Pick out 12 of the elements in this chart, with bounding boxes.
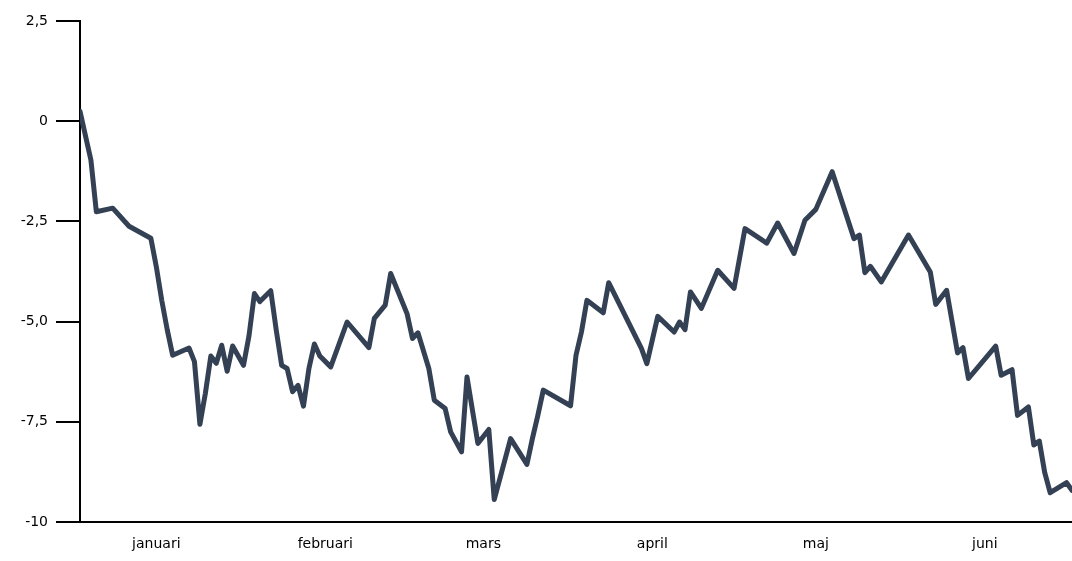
x-tick-label: april — [636, 535, 668, 552]
y-tick-label: -5,0 — [20, 312, 48, 329]
x-tick-label: mars — [465, 535, 501, 552]
x-tick-label: februari — [297, 535, 353, 552]
y-tick-label: -10 — [25, 512, 48, 529]
x-tick-label: januari — [131, 535, 181, 552]
y-tick-label: -2,5 — [20, 212, 48, 229]
y-tick-label: -7,5 — [20, 412, 48, 429]
x-tick-label: juni — [971, 535, 998, 552]
y-tick-label: 0 — [39, 111, 48, 128]
x-tick-label: maj — [802, 535, 829, 552]
y-tick-label: 2,5 — [25, 11, 48, 28]
